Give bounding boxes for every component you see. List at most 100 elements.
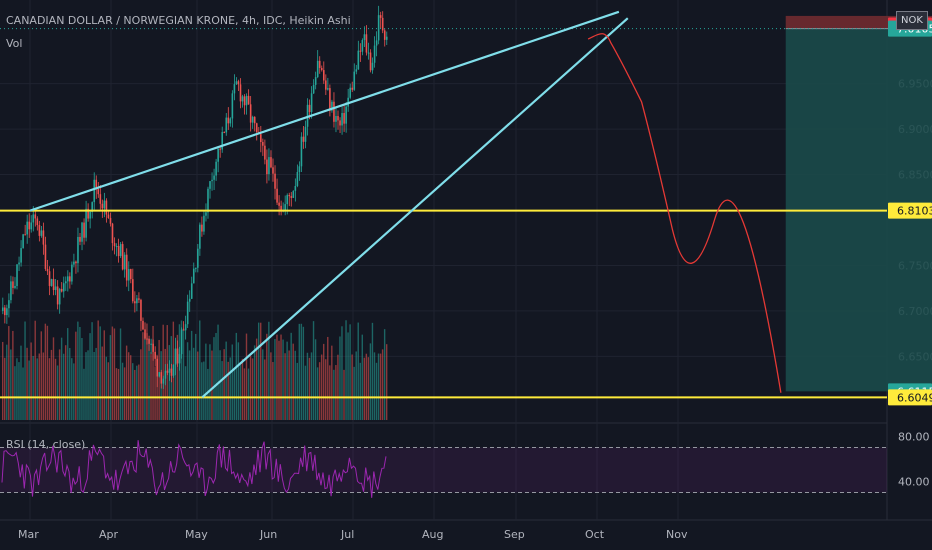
volume-bar [294, 350, 296, 420]
volume-bar [28, 360, 30, 420]
volume-bar [335, 365, 337, 420]
candle-body [264, 145, 266, 160]
volume-bar [262, 349, 264, 420]
candle-body [235, 81, 238, 85]
time-axis-label: Mar [18, 528, 39, 541]
volume-bar [221, 361, 223, 420]
candle-body [255, 123, 258, 133]
candle-body [8, 300, 10, 309]
volume-bar [117, 368, 120, 420]
volume-bar [381, 349, 384, 420]
candle-body [113, 243, 116, 247]
time-axis-label: May [185, 528, 208, 541]
volume-bar [213, 337, 215, 420]
candle-body [371, 62, 374, 71]
volume-bar [304, 365, 307, 420]
candle-body [123, 254, 126, 270]
volume-bar [209, 344, 211, 420]
volume-bar [14, 366, 16, 420]
volume-bar [306, 352, 309, 420]
volume-bar [215, 333, 217, 420]
candle-body [310, 93, 313, 113]
price-label-box [888, 202, 932, 219]
candle-body [73, 261, 75, 265]
price-label-text: 6.8103 [897, 205, 932, 218]
candle-body [77, 236, 79, 264]
volume-bar [56, 365, 59, 420]
volume-bar [282, 339, 284, 420]
volume-bar [257, 322, 260, 420]
candle-body [52, 279, 55, 291]
candle-body [42, 230, 45, 245]
candle-body [249, 104, 252, 123]
candle-body [211, 179, 213, 182]
candle-body [79, 236, 81, 242]
volume-bar [113, 328, 116, 420]
candle-body [32, 214, 35, 223]
candle-body [320, 67, 323, 71]
candle-body [4, 307, 6, 316]
volume-bar [2, 341, 4, 420]
candle-body [375, 40, 378, 46]
volume-bar [280, 334, 282, 420]
candle-body [178, 354, 181, 364]
candle-body [237, 81, 240, 85]
volume-bar [156, 354, 158, 420]
volume-bar [316, 367, 319, 420]
candle-body [136, 298, 138, 304]
chart-title: CANADIAN DOLLAR / NORWEGIAN KRONE, 4h, I… [6, 14, 351, 27]
candle-body [28, 221, 31, 230]
candle-body [223, 132, 226, 134]
candle-body [134, 301, 136, 304]
candle-body [127, 269, 130, 281]
volume-bar [168, 345, 170, 420]
candle-body [97, 189, 100, 195]
candle-body [58, 288, 61, 305]
candle-body [343, 113, 345, 124]
volume-bar [243, 368, 246, 420]
volume-bar [115, 368, 118, 420]
candle-body [103, 200, 106, 209]
volume-bar [355, 351, 357, 420]
time-axis-label: Aug [422, 528, 443, 541]
candle-body [38, 225, 41, 236]
volume-bar [77, 321, 79, 420]
time-axis-label: Sep [504, 528, 525, 541]
volume-bar [93, 352, 95, 420]
currency-badge[interactable]: NOK [896, 11, 928, 30]
volume-label: Vol [6, 37, 23, 50]
candle-body [253, 116, 256, 124]
candle-body [142, 320, 144, 330]
candle-body [158, 372, 161, 377]
candle-body [166, 370, 169, 373]
candle-body [174, 348, 177, 365]
volume-bar [138, 364, 140, 420]
candle-body [75, 261, 77, 264]
volume-bar [292, 343, 294, 420]
volume-bar [333, 369, 335, 420]
volume-bar [322, 343, 325, 420]
volume-bar [353, 366, 355, 420]
volume-bar [266, 333, 268, 420]
candle-body [331, 101, 333, 111]
candle-body [99, 194, 102, 204]
candle-body [81, 222, 83, 242]
time-axis-label: Jun [259, 528, 277, 541]
candle-body [62, 283, 65, 292]
volume-bar [12, 330, 14, 420]
candle-body [69, 276, 71, 282]
wedge-trendline [29, 10, 620, 212]
volume-bar [329, 365, 331, 420]
time-axis-label: Nov [666, 528, 688, 541]
volume-bar [290, 332, 292, 420]
candle-body [186, 301, 189, 325]
volume-bar [302, 326, 305, 420]
candle-body [203, 215, 205, 232]
volume-bar [239, 364, 242, 420]
candle-body [294, 185, 297, 191]
candle-body [2, 307, 4, 311]
candle-body [349, 87, 351, 98]
volume-bar [345, 320, 347, 420]
